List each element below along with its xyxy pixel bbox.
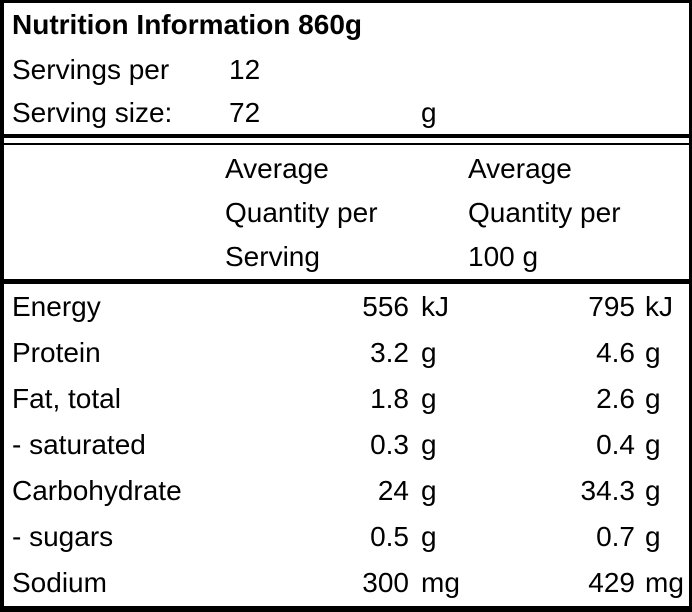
per100-unit: g (645, 337, 661, 368)
double-rule-divider (4, 134, 689, 145)
per100-unit: mg (645, 567, 684, 598)
per-100g-header-line2: Quantity per (468, 197, 621, 228)
serving-unit: g (421, 521, 437, 552)
per100-value: 795 (588, 291, 635, 322)
serving-size-unit: g (421, 97, 437, 128)
per-serving-header-line2: Quantity per (225, 197, 378, 228)
serving-value: 1.8 (370, 383, 409, 414)
per100-unit: g (645, 429, 661, 460)
serving-unit: g (421, 475, 437, 506)
per100-value: 4.6 (596, 337, 635, 368)
per100-value: 0.7 (596, 521, 635, 552)
per-serving-header-line3: Serving (225, 241, 320, 272)
table-row-sodium: Sodium 300 mg 429 mg (4, 560, 689, 606)
per100-value: 2.6 (596, 383, 635, 414)
per100-unit: kJ (645, 291, 673, 322)
table-row-sugars: - sugars 0.5 g 0.7 g (4, 514, 689, 560)
serving-value: 3.2 (370, 337, 409, 368)
nutrient-name: - sugars (12, 521, 114, 552)
column-header-section: Average Quantity per Serving Average Qua… (4, 145, 689, 279)
per100-unit: g (645, 475, 661, 506)
nutrient-name: Energy (12, 291, 101, 322)
serving-value: 556 (362, 291, 409, 322)
table-row-carbohydrate: Carbohydrate 24 g 34.3 g (4, 468, 689, 514)
table-row-fat-total: Fat, total 1.8 g 2.6 g (4, 376, 689, 422)
table-row-energy: Energy 556 kJ 795 kJ (4, 284, 689, 330)
per-serving-header-line1: Average (225, 153, 329, 184)
per-100g-header-line1: Average (468, 153, 572, 184)
per100-value: 0.4 (596, 429, 635, 460)
servings-per-label: Servings per (12, 53, 170, 85)
thick-rule-divider (4, 279, 689, 284)
serving-unit: g (421, 337, 437, 368)
serving-unit: mg (421, 567, 460, 598)
serving-value: 0.5 (370, 521, 409, 552)
serving-size-row: Serving size: 72 g (4, 92, 689, 134)
servings-per-value: 12 (229, 53, 261, 85)
serving-size-value: 72 (229, 97, 261, 128)
nutrient-name: - saturated (12, 429, 146, 460)
per100-unit: g (645, 383, 661, 414)
serving-size-label: Serving size: (12, 97, 173, 128)
nutrient-rows: Energy 556 kJ 795 kJ Protein 3.2 g 4.6 g… (4, 284, 689, 606)
header-spacer (4, 145, 225, 281)
label-title: Nutrition Information 860g (12, 9, 362, 40)
table-row-protein: Protein 3.2 g 4.6 g (4, 330, 689, 376)
servings-per-row: Servings per 12 (4, 47, 689, 92)
serving-value: 24 (377, 475, 409, 506)
per-serving-header: Average Quantity per Serving (225, 145, 468, 281)
table-row-saturated: - saturated 0.3 g 0.4 g (4, 422, 689, 468)
nutrient-name: Fat, total (12, 383, 121, 414)
serving-unit: g (421, 429, 437, 460)
serving-unit: kJ (421, 291, 449, 322)
serving-value: 300 (362, 567, 409, 598)
nutrient-name: Carbohydrate (12, 475, 182, 506)
per100-unit: g (645, 521, 661, 552)
per-100g-header-line3: 100 g (468, 241, 539, 272)
serving-value: 0.3 (370, 429, 409, 460)
per100-value: 429 (588, 567, 635, 598)
serving-unit: g (421, 383, 437, 414)
per-100g-header: Average Quantity per 100 g (468, 145, 689, 281)
nutrient-name: Sodium (12, 567, 107, 598)
per100-value: 34.3 (580, 475, 636, 506)
nutrient-name: Protein (12, 337, 101, 368)
